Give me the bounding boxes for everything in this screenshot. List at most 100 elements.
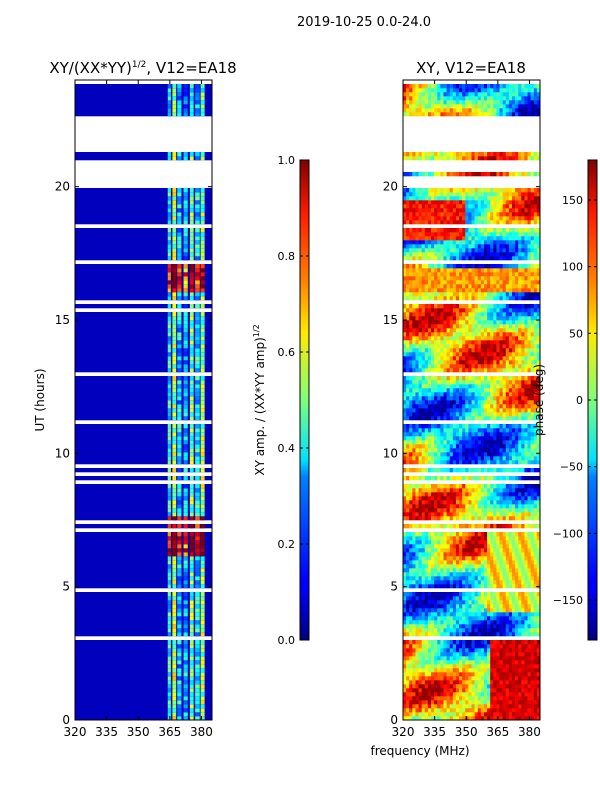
left-heatmap-cell	[184, 152, 188, 156]
right-heatmap-cell	[406, 564, 409, 568]
left-heatmap-cell	[201, 408, 205, 412]
right-heatmap-cell	[500, 712, 503, 716]
right-heatmap-cell	[456, 388, 459, 392]
right-heatmap-cell	[518, 492, 521, 496]
right-heatmap-cell	[490, 468, 493, 472]
left-heatmap-cell	[177, 112, 181, 116]
right-heatmap-cell	[487, 456, 490, 460]
left-heatmap-cell	[195, 604, 200, 608]
right-heatmap-cell	[487, 696, 490, 700]
right-heatmap-cell	[422, 496, 425, 500]
right-heatmap-cell	[403, 368, 406, 372]
right-heatmap-cell	[531, 348, 534, 352]
right-heatmap-cell	[462, 336, 465, 340]
right-heatmap-cell	[506, 368, 509, 372]
right-heatmap-cell	[481, 540, 484, 544]
right-heatmap-cell	[506, 496, 509, 500]
left-heatmap-cell	[190, 596, 194, 600]
right-heatmap-cell	[434, 692, 437, 696]
right-heatmap-cell	[468, 404, 471, 408]
left-ytick-label: 10	[55, 446, 70, 460]
right-heatmap-cell	[496, 604, 499, 608]
right-heatmap-cell	[428, 640, 431, 644]
right-heatmap-cell	[512, 332, 515, 336]
right-heatmap-cell	[415, 392, 418, 396]
right-heatmap-cell	[459, 660, 462, 664]
right-heatmap-cell	[409, 532, 412, 536]
right-heatmap-cell	[431, 360, 434, 364]
right-heatmap-cell	[437, 540, 440, 544]
right-heatmap-cell	[506, 600, 509, 604]
right-heatmap-cell	[447, 576, 450, 580]
right-heatmap-cell	[484, 644, 487, 648]
right-heatmap-cell	[528, 648, 531, 652]
left-heatmap-cell	[201, 352, 205, 356]
right-heatmap-cell	[415, 652, 418, 656]
right-heatmap-cell	[531, 496, 534, 500]
left-heatmap-cell	[184, 532, 188, 536]
right-heatmap-cell	[462, 400, 465, 404]
right-heatmap-cell	[437, 572, 440, 576]
right-heatmap-cell	[493, 496, 496, 500]
right-heatmap-cell	[434, 548, 437, 552]
right-heatmap-cell	[493, 512, 496, 516]
right-heatmap-cell	[465, 568, 468, 572]
right-heatmap-cell	[465, 516, 468, 520]
right-heatmap-cell	[472, 348, 475, 352]
right-heatmap-cell	[478, 612, 481, 616]
right-heatmap-cell	[403, 708, 406, 712]
left-heatmap-cell	[201, 396, 205, 400]
left-heatmap-cell	[201, 680, 205, 684]
right-heatmap-cell	[437, 396, 440, 400]
right-heatmap-cell	[443, 512, 446, 516]
right-heatmap-cell	[406, 664, 409, 668]
right-heatmap-cell	[403, 548, 406, 552]
right-heatmap-cell	[450, 360, 453, 364]
left-heatmap-cell	[168, 416, 171, 420]
right-heatmap-cell	[515, 540, 518, 544]
right-heatmap-cell	[459, 600, 462, 604]
right-heatmap-cell	[509, 344, 512, 348]
right-heatmap-cell	[409, 328, 412, 332]
right-heatmap-cell	[443, 684, 446, 688]
right-heatmap-cell	[490, 364, 493, 368]
left-heatmap-cell	[177, 316, 181, 320]
right-heatmap-cell	[409, 592, 412, 596]
left-heatmap-cell	[201, 304, 205, 308]
right-heatmap-cell	[440, 332, 443, 336]
right-heatmap-cell	[465, 632, 468, 636]
right-heatmap-cell	[478, 444, 481, 448]
right-heatmap-cell	[512, 412, 515, 416]
right-heatmap-cell	[493, 488, 496, 492]
left-heatmap-cell	[201, 200, 205, 204]
right-heatmap-cell	[409, 508, 412, 512]
right-heatmap-cell	[434, 488, 437, 492]
right-heatmap-cell	[428, 692, 431, 696]
right-heatmap-cell	[490, 592, 493, 596]
left-heatmap-cell	[190, 552, 194, 556]
right-heatmap-cell	[515, 668, 518, 672]
right-heatmap-cell	[506, 544, 509, 548]
right-heatmap-cell	[453, 396, 456, 400]
right-heatmap-cell	[443, 484, 446, 488]
left-heatmap-cell	[184, 380, 188, 384]
right-heatmap-cell	[481, 436, 484, 440]
right-heatmap-cell	[500, 524, 503, 528]
right-heatmap-cell	[459, 668, 462, 672]
right-heatmap-cell	[531, 704, 534, 708]
right-heatmap-cell	[465, 452, 468, 456]
right-heatmap-cell	[419, 556, 422, 560]
left-heatmap-cell	[177, 92, 181, 96]
right-heatmap-cell	[428, 616, 431, 620]
right-heatmap-cell	[518, 560, 521, 564]
right-heatmap-cell	[490, 392, 493, 396]
right-heatmap-cell	[475, 448, 478, 452]
left-heatmap-cell	[190, 248, 194, 252]
right-heatmap-cell	[509, 368, 512, 372]
right-heatmap-cell	[462, 452, 465, 456]
right-heatmap-cell	[450, 384, 453, 388]
right-heatmap-cell	[462, 384, 465, 388]
right-heatmap-cell	[440, 616, 443, 620]
right-heatmap-cell	[531, 700, 534, 704]
right-heatmap-cell	[528, 396, 531, 400]
